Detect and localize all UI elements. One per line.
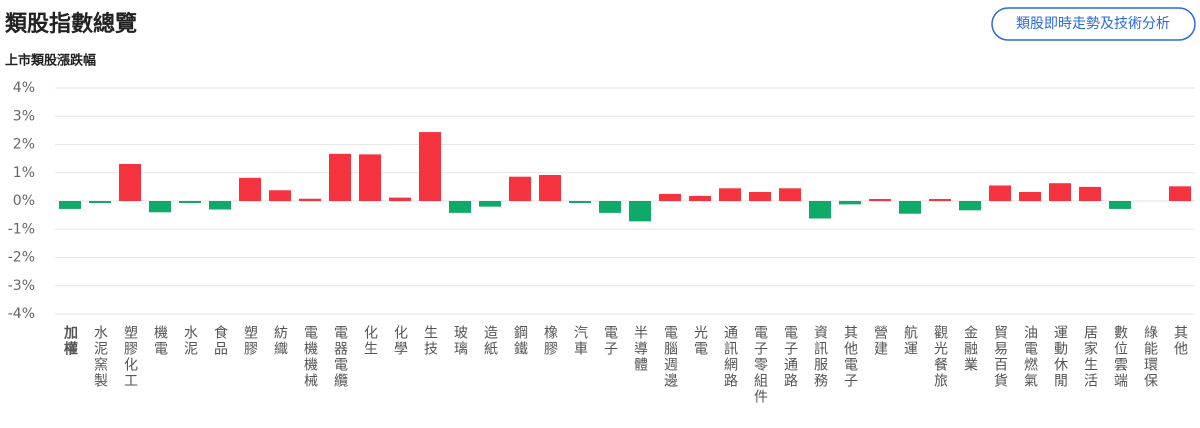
- x-tick-label: 電機機械: [302, 325, 318, 389]
- bar: [239, 177, 261, 201]
- y-tick-label: -3%: [8, 278, 35, 294]
- bar: [1079, 186, 1101, 201]
- x-tick-label: 玻璃: [452, 325, 468, 357]
- x-tick-label: 橡膠: [542, 325, 558, 357]
- y-tick-label: -1%: [8, 221, 35, 237]
- x-tick-label: 油電燃氣: [1022, 325, 1038, 389]
- analysis-button-label[interactable]: 類股即時走勢及技術分析: [1016, 16, 1170, 32]
- x-tick-label: 生技: [422, 325, 438, 357]
- x-tick-label: 水泥: [182, 325, 198, 357]
- bar: [449, 201, 471, 213]
- y-tick-label: 4%: [13, 80, 35, 96]
- bar: [539, 175, 561, 201]
- bar: [119, 163, 141, 201]
- bar: [569, 201, 591, 203]
- x-tick-label: 半導體: [632, 325, 648, 373]
- x-tick-label: 化生: [362, 325, 378, 357]
- analysis-button[interactable]: [991, 7, 1196, 41]
- x-tick-label: 觀光餐旅: [932, 325, 948, 389]
- x-tick-label: 金融業: [962, 325, 978, 373]
- y-tick-label: -2%: [8, 250, 35, 266]
- x-tick-label: 貿易百貨: [992, 325, 1008, 389]
- y-tick-label: 3%: [13, 108, 35, 124]
- x-tick-label: 紡織: [272, 325, 288, 357]
- y-tick-label: -4%: [8, 306, 35, 322]
- bar: [1169, 186, 1191, 201]
- x-tick-label: 數位雲端: [1112, 325, 1128, 389]
- x-tick-label: 加權: [62, 325, 79, 357]
- x-tick-label: 綠能環保: [1142, 325, 1158, 389]
- x-tick-label: 運動休閒: [1052, 325, 1068, 389]
- x-tick-label: 電器電纜: [332, 325, 348, 389]
- x-tick-label: 造紙: [482, 325, 498, 357]
- y-tick-label: 1%: [13, 165, 35, 181]
- bar: [869, 199, 891, 201]
- y-tick-label: 2%: [13, 137, 35, 153]
- x-tick-label: 鋼鐵: [512, 325, 528, 357]
- x-tick-label: 通訊網路: [722, 325, 738, 389]
- x-tick-label: 電子通路: [782, 325, 798, 389]
- bar: [1049, 183, 1071, 201]
- chart-title: 上市類股漲跌幅: [5, 53, 96, 69]
- x-tick-label: 機電: [152, 325, 168, 357]
- bar: [599, 201, 621, 213]
- bar: [1019, 191, 1041, 201]
- x-tick-label: 食品: [212, 324, 228, 357]
- bar: [359, 154, 381, 201]
- bar: [689, 195, 711, 201]
- bar: [89, 201, 111, 203]
- bar: [1109, 201, 1131, 209]
- bar: [929, 199, 951, 201]
- bar: [959, 201, 981, 211]
- bar: [779, 188, 801, 201]
- bar: [269, 190, 291, 201]
- bar: [899, 201, 921, 214]
- bar: [509, 176, 531, 201]
- x-tick-label: 化學: [392, 325, 408, 357]
- x-tick-label: 營建: [872, 325, 888, 357]
- x-tick-label: 資訊服務: [812, 325, 828, 389]
- x-tick-label: 其他: [1172, 325, 1188, 357]
- x-tick-label: 水泥窯製: [92, 325, 108, 389]
- page-title: 類股指數總覽: [5, 11, 137, 37]
- x-tick-label: 電子零組件: [752, 325, 768, 405]
- bar: [839, 201, 861, 205]
- x-tick-label: 塑膠: [242, 325, 258, 357]
- x-tick-label: 居家生活: [1082, 325, 1098, 389]
- bar: [749, 191, 771, 201]
- x-tick-label: 光電: [692, 325, 708, 357]
- bar: [209, 201, 231, 210]
- bar: [149, 201, 171, 213]
- x-tick-label: 汽車: [572, 325, 588, 357]
- x-tick-label: 航運: [902, 325, 918, 357]
- bar: [299, 198, 321, 201]
- x-tick-label: 塑膠化工: [122, 325, 138, 389]
- x-tick-label: 電腦週邊: [662, 325, 678, 389]
- bar: [809, 201, 831, 219]
- bar: [659, 193, 681, 201]
- bar: [179, 201, 201, 203]
- bar: [329, 153, 351, 201]
- bar: [989, 185, 1011, 201]
- bar: [479, 201, 501, 207]
- bar: [59, 201, 81, 209]
- bar: [719, 188, 741, 201]
- bar: [389, 197, 411, 201]
- bar: [419, 132, 441, 201]
- y-tick-label: 0%: [13, 193, 35, 209]
- bar: [629, 201, 651, 222]
- x-tick-label: 其他電子: [842, 325, 858, 389]
- x-tick-label: 電子: [602, 325, 618, 357]
